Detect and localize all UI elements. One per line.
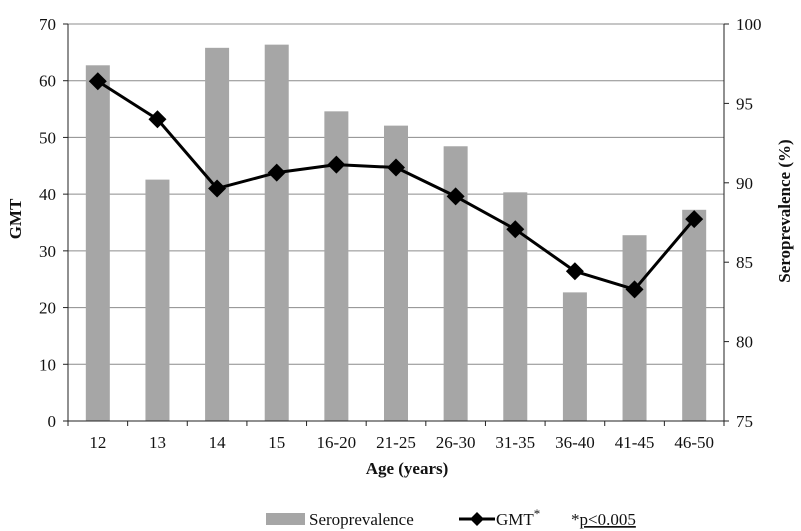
- point-gmt: [506, 220, 525, 239]
- y-tick-label: 40: [39, 185, 56, 204]
- x-tick-label: 31-35: [495, 433, 535, 452]
- point-gmt: [208, 179, 227, 198]
- y2-tick-label: 85: [736, 253, 753, 272]
- y-tick-label: 50: [39, 128, 56, 147]
- y2-tick-label: 100: [736, 15, 762, 34]
- point-gmt: [387, 158, 405, 177]
- y-tick-label: 30: [39, 242, 56, 261]
- x-tick-label: 36-40: [555, 433, 595, 452]
- y2-axis-title: Seroprevalence (%): [775, 139, 794, 282]
- point-gmt: [685, 210, 704, 229]
- y-tick-label: 60: [39, 72, 56, 91]
- x-tick-label: 13: [149, 433, 166, 452]
- y2-tick-label: 95: [736, 94, 753, 113]
- legend-bar-label: Seroprevalence: [309, 510, 414, 529]
- x-tick-label: 16-20: [317, 433, 357, 452]
- y2-tick-label: 90: [736, 174, 753, 193]
- bar-seroprevalence: [562, 292, 587, 421]
- bar-seroprevalence: [264, 44, 289, 421]
- point-gmt: [625, 280, 644, 299]
- legend-note: *p<0.005: [571, 510, 636, 529]
- x-tick-label: 14: [209, 433, 227, 452]
- point-gmt: [88, 72, 107, 91]
- bar-seroprevalence: [205, 47, 230, 421]
- x-tick-label: 26-30: [436, 433, 476, 452]
- tick-labels: 0 10 20 30 40 50 60 70 75 80 85 90 95 100 12 13 14 15 16-2…: [39, 15, 762, 452]
- legend: Seroprevalence GMT* *p<0.005: [266, 506, 636, 529]
- y-tick-label: 20: [39, 299, 56, 318]
- legend-bar-swatch: [266, 513, 305, 525]
- legend-diamond-icon: [470, 512, 484, 526]
- x-tick-label: 15: [268, 433, 285, 452]
- line-series: [88, 72, 704, 299]
- legend-line-sup: *: [534, 506, 541, 521]
- axes: [63, 23, 729, 426]
- bar-series: [85, 44, 707, 422]
- y-tick-label: 70: [39, 15, 56, 34]
- y2-tick-label: 80: [736, 333, 753, 352]
- x-tick-label: 46-50: [674, 433, 714, 452]
- x-tick-label: 12: [89, 433, 106, 452]
- legend-line-label: GMT*: [496, 506, 540, 529]
- point-gmt: [148, 110, 167, 129]
- y-tick-label: 10: [39, 355, 56, 374]
- x-tick-label: 41-45: [615, 433, 655, 452]
- point-gmt: [327, 155, 346, 174]
- bar-seroprevalence: [682, 209, 707, 421]
- x-axis-title: Age (years): [366, 459, 449, 478]
- y-axis-title: GMT: [6, 198, 25, 239]
- bar-seroprevalence: [622, 235, 647, 421]
- x-tick-label: 21-25: [376, 433, 416, 452]
- point-gmt: [565, 262, 584, 281]
- legend-note-text: p<0.005: [580, 510, 636, 529]
- bar-seroprevalence: [503, 192, 528, 421]
- bar-seroprevalence: [85, 65, 110, 422]
- point-gmt: [446, 187, 465, 206]
- y2-tick-label: 75: [736, 412, 753, 431]
- legend-line-name: GMT: [496, 510, 534, 529]
- y-tick-label: 0: [48, 412, 57, 431]
- point-gmt: [267, 163, 286, 182]
- bar-seroprevalence: [145, 179, 170, 421]
- legend-note-star: *: [571, 510, 580, 529]
